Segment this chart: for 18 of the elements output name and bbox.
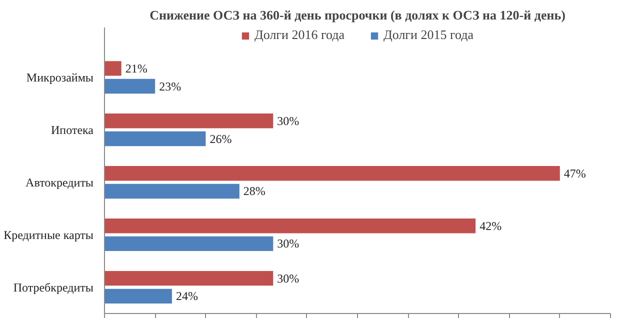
data-label: 28% [243, 184, 266, 198]
legend-label: Долги 2015 года [384, 27, 474, 43]
data-label: 21% [125, 61, 148, 76]
y-tick-label: Кредитные карты [4, 228, 94, 242]
y-tick-label: Ипотека [51, 122, 94, 137]
data-label: 26% [210, 132, 232, 146]
data-label: 30% [277, 271, 300, 286]
y-tick-label: Потребкредиты [13, 280, 94, 294]
data-label: 24% [176, 289, 198, 304]
data-label: 30% [277, 236, 300, 251]
data-label: 42% [480, 218, 502, 233]
legend-label: Долги 2016 года [254, 27, 344, 43]
y-tick-label: Микрозаймы [26, 70, 94, 84]
chart-title: Снижение ОСЗ на 360-й день просрочки (в долях к ОСЗ на 120-й день) [150, 8, 566, 22]
data-label: 23% [159, 79, 182, 94]
y-tick-label: Автокредиты [26, 175, 94, 190]
data-label: 47% [564, 166, 586, 180]
data-label: 30% [277, 114, 300, 128]
